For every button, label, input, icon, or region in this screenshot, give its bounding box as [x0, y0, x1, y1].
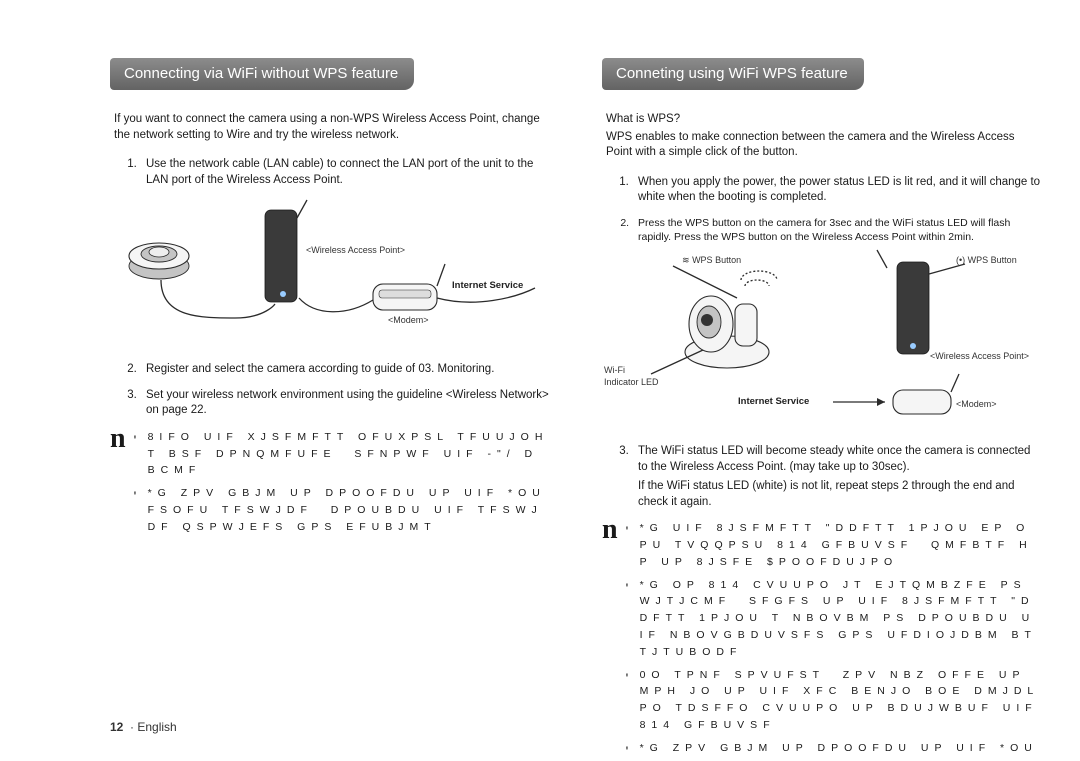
left-step-2: Register and select the camera according…	[140, 362, 550, 378]
left-header: Connecting via WiFi without WPS feature	[110, 58, 414, 90]
left-label-modem: <Modem>	[388, 314, 429, 326]
right-label-wps-ap: (•) WPS Button	[956, 254, 1017, 266]
left-diagram: <Wireless Access Point> <Modem> Internet…	[110, 198, 550, 348]
right-step-3-list: The WiFi status LED will become steady w…	[610, 444, 1042, 510]
left-steps-2: Register and select the camera according…	[118, 362, 550, 419]
left-steps: Use the network cable (LAN cable) to con…	[118, 157, 550, 188]
left-intro: If you want to connect the camera using …	[114, 112, 550, 143]
right-label-isp: Internet Service	[738, 396, 809, 409]
right-step-3: The WiFi status LED will become steady w…	[632, 444, 1042, 510]
right-what: What is WPS?	[606, 112, 1042, 128]
left-note: n 8IFO UIF XJSFMFTT OFUXPSL TFUUJOHT BSF…	[110, 429, 550, 542]
right-step-2: Press the WPS button on the camera for 3…	[632, 216, 1042, 244]
left-label-wap: <Wireless Access Point>	[306, 244, 405, 256]
right-steps: When you apply the power, the power stat…	[610, 175, 1042, 244]
right-header: Conneting using WiFi WPS feature	[602, 58, 864, 90]
left-column: Connecting via WiFi without WPS feature …	[110, 58, 550, 761]
right-note: n *G UIF 8JSFMFTT "DDFTT 1PJOU EP OPU TV…	[602, 520, 1042, 761]
right-note-3: 0O TPNF SPVUFST ZPV NBZ OFFE UP MPH JO U…	[626, 667, 1042, 734]
left-step-1: Use the network cable (LAN cable) to con…	[140, 157, 550, 188]
right-label-wifi-led: Wi-Fi Indicator LED	[604, 364, 659, 388]
right-note-2: *G OP 814 CVUUPO JT EJTQMBZFE PS WJTJCMF…	[626, 577, 1042, 661]
right-diagram: ≋ WPS Button (•) WPS Button Wi-Fi Indica…	[602, 254, 1042, 434]
right-note-4: *G ZPV GBJM UP DPOOFDU UP UIF *OUFSOFU T…	[626, 740, 1042, 761]
left-note-1: 8IFO UIF XJSFMFTT OFUXPSL TFUUJOHT BSF D…	[134, 429, 550, 479]
left-step-3: Set your wireless network environment us…	[140, 388, 550, 419]
right-step-1: When you apply the power, the power stat…	[632, 175, 1042, 206]
left-note-2: *G ZPV GBJM UP DPOOFDU UP UIF *OUFSOFU T…	[134, 485, 550, 535]
right-what-body: WPS enables to make connection between t…	[606, 130, 1042, 161]
right-label-wap: <Wireless Access Point>	[930, 350, 1029, 362]
page-footer: 12 · English	[110, 719, 177, 735]
right-label-wps-cam: ≋ WPS Button	[682, 254, 741, 266]
right-column: Conneting using WiFi WPS feature What is…	[602, 58, 1042, 761]
note-icon: n	[602, 516, 614, 544]
right-label-modem: <Modem>	[956, 398, 997, 410]
right-step-3-sub: If the WiFi status LED (white) is not li…	[638, 479, 1042, 510]
note-icon: n	[110, 425, 122, 453]
right-note-1: *G UIF 8JSFMFTT "DDFTT 1PJOU EP OPU TVQQ…	[626, 520, 1042, 570]
left-label-isp: Internet Service	[452, 280, 523, 293]
